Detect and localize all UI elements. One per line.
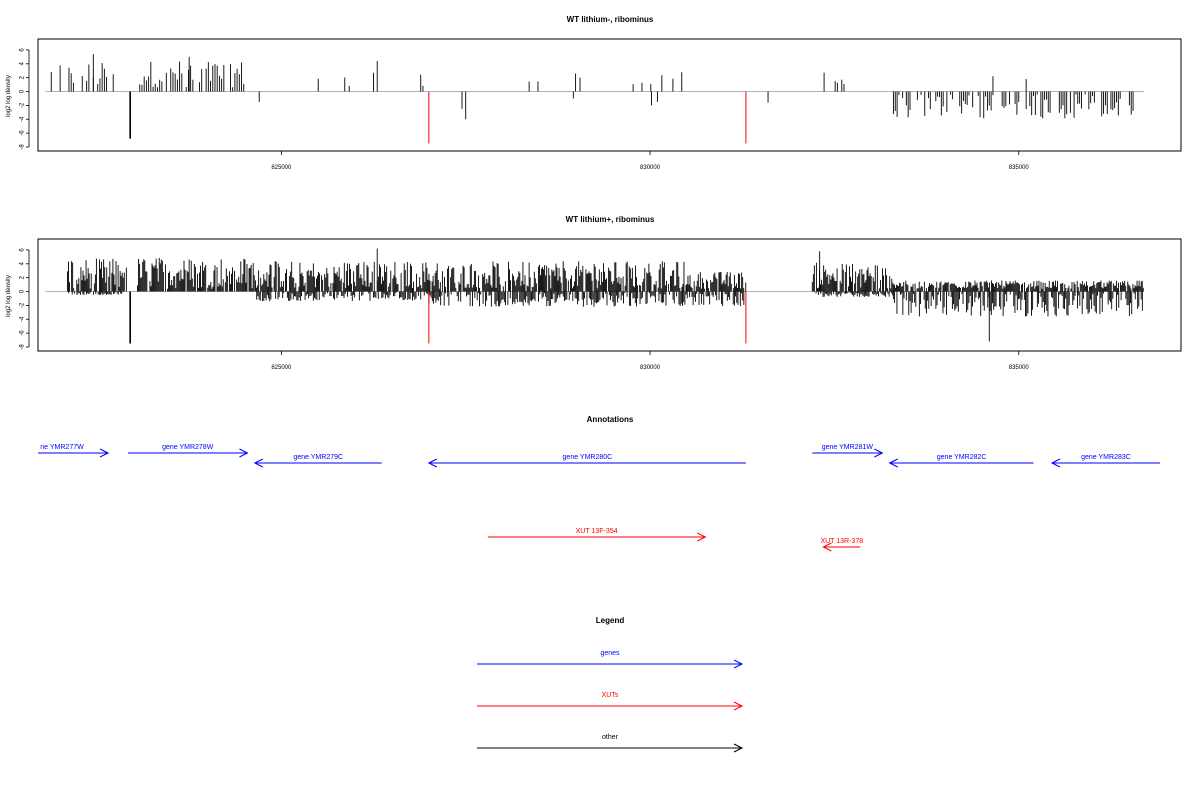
y-tick-label: -2 [20,102,26,108]
gene-label: gene YMR278W [162,444,214,451]
legend-arrow-head [733,701,744,711]
panel-2-y-axis: 6 4 2 0 -2 -4 -6 -8 [20,248,30,350]
gene-arrow-head [427,458,438,468]
panel-1-frame [37,38,1182,152]
xut-label: XUT 13R-378 [820,538,863,545]
y-tick-label: 2 [20,75,26,79]
y-tick-label: -2 [20,302,26,308]
y-tick-label: 6 [20,48,26,52]
gene-arrow-head [1050,458,1061,468]
y-tick-label: 4 [20,61,26,65]
y-tick-label: -6 [20,330,26,336]
annotations-track: ne YMR277W gene YMR278W gene YMR279C gene Y… [38,444,1160,552]
panel-2-title: WT lithium+, ribominus [566,215,655,224]
gene-arrow-head [239,448,249,458]
panel-2-y-label: log2 log density [6,275,12,317]
legend-title: Legend [596,616,625,625]
gene-annotation: gene YMR278W [127,444,249,458]
gene-label: gene YMR281W [822,444,874,451]
gene-annotation: gene YMR283C [1050,454,1160,468]
y-tick-label: 0 [20,89,26,93]
x-tick-label: 825000 [271,165,292,171]
legend-item: other [477,734,744,753]
gene-label: gene YMR279C [293,454,343,461]
panel-1-y-label: log2 log density [6,75,12,117]
annotations-title: Annotations [587,415,634,424]
gene-label: gene YMR282C [937,454,987,461]
gene-label: gene YMR283C [1081,454,1131,461]
panel-1-bars [45,54,1145,144]
panel-1-y-axis: 6 4 2 0 -2 -4 -6 -8 [20,48,30,150]
y-tick-label: -6 [20,130,26,136]
gene-arrow-head [888,458,898,468]
legend-label: genes [600,650,620,657]
gene-arrow-head [99,448,110,458]
gene-label: gene YMR280C [563,454,613,461]
gene-arrow-head [874,448,884,458]
xut-annotation: XUT 13R-378 [820,538,863,552]
panel-2-frame [37,238,1182,352]
gene-annotation: gene YMR282C [888,454,1034,468]
y-tick-label: -8 [20,144,26,150]
xut-annotation: XUT 13F-354 [487,528,707,542]
y-tick-label: 6 [20,248,26,252]
legend-item: genes [477,650,744,669]
y-tick-label: 4 [20,261,26,265]
y-tick-label: 0 [20,289,26,293]
panel-2: 6 4 2 0 -2 -4 -6 -8 825000 830000 835000 log2 log… [6,238,1182,371]
gene-annotation: gene YMR280C [427,454,746,468]
x-tick-label: 835000 [1009,165,1030,171]
panel-1-title: WT lithium-, ribominus [567,15,654,24]
y-tick-label: 2 [20,275,26,279]
legend-label: XUTs [602,692,619,699]
legend-item: XUTs [477,692,744,711]
x-tick-label: 835000 [1009,365,1030,371]
y-tick-label: -8 [20,344,26,350]
xut-arrow-head [697,532,707,542]
xut-arrow-head [822,542,832,552]
legend-arrow-head [733,743,744,753]
x-tick-label: 830000 [640,365,661,371]
gene-annotation: ne YMR277W [38,444,110,458]
xut-label: XUT 13F-354 [576,528,618,535]
gene-annotation: gene YMR281W [812,444,884,458]
panel-2-bars [45,248,1145,344]
panel-1-x-axis: 825000 830000 835000 [271,151,1029,171]
gene-annotation: gene YMR279C [253,454,382,468]
legend-arrow-head [733,659,744,669]
x-tick-label: 830000 [640,165,661,171]
panel-2-x-axis: 825000 830000 835000 [271,351,1029,371]
x-tick-label: 825000 [271,365,292,371]
legend-label: other [602,734,619,741]
y-tick-label: -4 [20,116,26,122]
legend: genes XUTs other [477,650,744,753]
y-tick-label: -4 [20,316,26,322]
gene-label: ne YMR277W [40,444,84,451]
gene-arrow-head [253,458,264,468]
panel-1: 6 4 2 0 -2 -4 -6 -8 825000 830000 835000 log2 log… [6,38,1182,171]
